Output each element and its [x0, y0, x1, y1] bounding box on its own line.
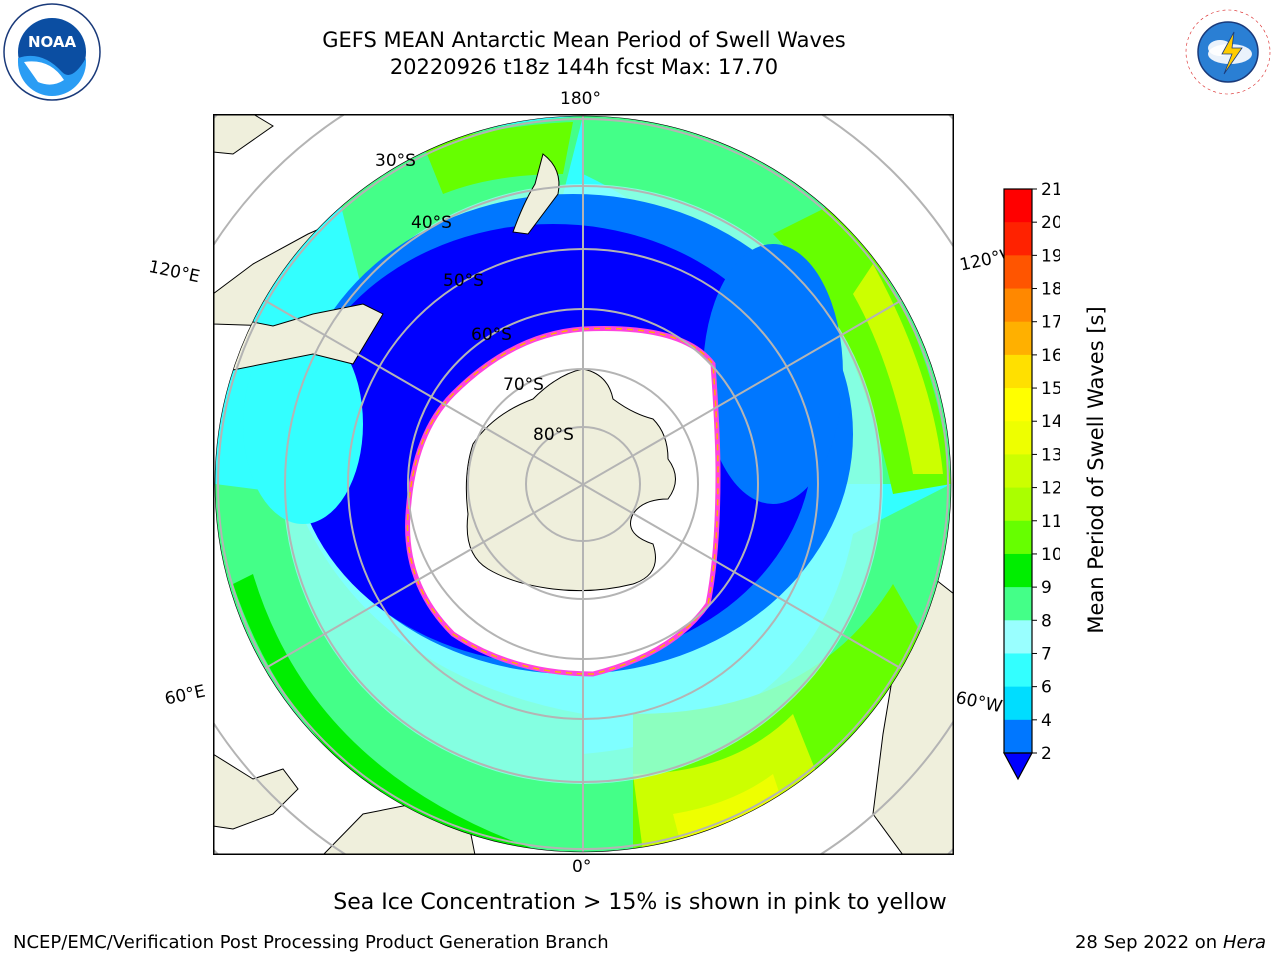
colorbar-tick-label: 15 — [1041, 379, 1060, 399]
colorbar-tick-label: 9 — [1041, 578, 1052, 598]
sea-ice-note: Sea Ice Concentration > 15% is shown in … — [333, 890, 947, 915]
colorbar-segment — [1004, 354, 1032, 389]
colorbar-tick-label: 21 — [1041, 180, 1060, 200]
colorbar-segment — [1004, 620, 1032, 654]
new-zealand-landmass — [512, 153, 560, 235]
lat-label: 70°S — [503, 375, 544, 395]
colorbar-segment — [1004, 553, 1032, 588]
noaa-logo-text: NOAA — [28, 33, 77, 51]
colorbar-tick-label: 19 — [1041, 246, 1060, 266]
colorbar-tick-label: 14 — [1041, 412, 1060, 432]
credit-line: NCEP/EMC/Verification Post Processing Pr… — [13, 932, 609, 953]
lat-label: 80°S — [533, 425, 574, 445]
colorbar-tick-label: 6 — [1041, 678, 1052, 698]
colorbar-segment — [1004, 421, 1032, 455]
lat-label: 50°S — [443, 271, 484, 291]
land-area — [213, 114, 274, 155]
colorbar-tick-label: 2 — [1041, 744, 1052, 764]
polar-map: 30°S 40°S 50°S 60°S 70°S 80°S — [213, 114, 954, 855]
colorbar-segment — [1004, 587, 1032, 621]
colorbar-tick-label: 17 — [1041, 313, 1060, 333]
antarctica-landmass — [465, 368, 676, 592]
colorbar-tick-label: 13 — [1041, 445, 1060, 465]
lat-label: 30°S — [375, 151, 416, 171]
colorbar-segment — [1004, 388, 1032, 422]
lat-label: 60°S — [471, 325, 512, 345]
colorbar-tick-label: 7 — [1041, 644, 1052, 664]
noaa-logo: NOAA — [3, 3, 101, 101]
colorbar-tick-label: 20 — [1041, 213, 1060, 233]
date-stamp: 28 Sep 2022 on Hera — [1075, 932, 1266, 953]
map-title: GEFS MEAN Antarctic Mean Period of Swell… — [322, 28, 846, 52]
colorbar-segment — [1004, 487, 1032, 522]
colorbar-segment — [1004, 255, 1032, 290]
colorbar-label: Mean Period of Swell Waves [s] — [1084, 306, 1108, 634]
host-name: Hera — [1222, 932, 1266, 953]
colorbar-tick-label: 8 — [1041, 611, 1052, 631]
colorbar-tick-label: 10 — [1041, 545, 1060, 565]
colorbar-segment — [1004, 719, 1032, 754]
colorbar-tick-label: 12 — [1041, 479, 1060, 499]
colorbar-segment — [1004, 189, 1032, 223]
lon-label-180: 180° — [560, 89, 601, 109]
colorbar-segment — [1004, 653, 1032, 688]
forecast-subtitle: 20220926 t18z 144h fcst Max: 17.70 — [389, 55, 779, 79]
colorbar-extend-arrow — [1002, 752, 1034, 781]
colorbar-tick-label: 4 — [1041, 711, 1052, 731]
colorbar-tick-label: 11 — [1041, 512, 1060, 532]
colorbar-segment — [1004, 222, 1032, 256]
lon-label-120e: 120°E — [146, 257, 202, 288]
land-area — [215, 303, 384, 375]
lon-label-60e: 60°E — [163, 681, 208, 710]
madagascar-landmass — [213, 753, 299, 830]
colorbar-segment — [1004, 321, 1032, 356]
colorbar-tick-label: 16 — [1041, 346, 1060, 366]
colorbar-segment — [1004, 686, 1032, 721]
colorbar-segment — [1004, 520, 1032, 555]
colorbar-segment — [1004, 288, 1032, 323]
colorbar-segment — [1004, 454, 1032, 489]
date-text: 28 Sep 2022 on — [1074, 932, 1218, 953]
colorbar: 2 4 6 7 8 9 10 11 12 13 14 15 16 17 18 19 20 21 — [1002, 180, 1060, 781]
colorbar-tick-label: 18 — [1041, 280, 1060, 300]
colorbar-frame — [1003, 188, 1033, 754]
lat-label: 40°S — [411, 213, 452, 233]
lon-label-0: 0° — [572, 857, 592, 877]
nws-logo — [1180, 4, 1276, 100]
